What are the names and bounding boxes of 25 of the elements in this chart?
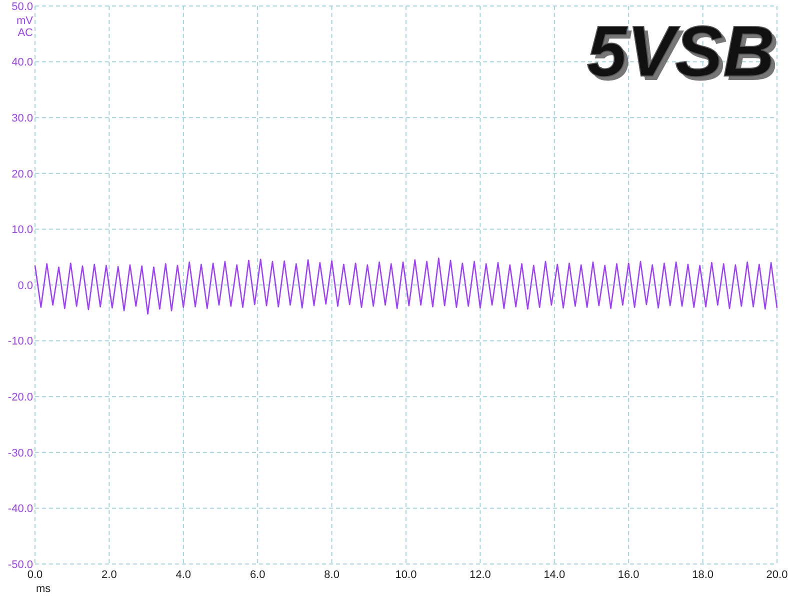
x-tick-label: 20.0 xyxy=(766,569,788,581)
x-tick-label: 2.0 xyxy=(102,569,117,581)
line-series xyxy=(34,258,778,315)
y-tick-label: -30.0 xyxy=(8,447,33,460)
y-tick-label: 40.0 xyxy=(12,56,33,69)
x-tick-label: 12.0 xyxy=(469,569,491,581)
y-tick-label: -10.0 xyxy=(8,336,33,348)
x-tick-label: 4.0 xyxy=(176,569,192,581)
x-tick-label: 14.0 xyxy=(544,569,566,581)
x-tick-label: 0.0 xyxy=(27,569,43,581)
x-axis-title: ms xyxy=(36,583,52,595)
y-tick-label: 20.0 xyxy=(12,168,33,180)
y-tick-label: -40.0 xyxy=(8,503,33,516)
y-tick-label: 10.0 xyxy=(12,224,33,236)
y-tick-label: -50.0 xyxy=(8,558,33,571)
y-tick-label: 30.0 xyxy=(12,112,33,124)
y-tick-label: -20.0 xyxy=(8,391,33,404)
x-tick-label: 18.0 xyxy=(692,569,714,581)
x-tick-label: 8.0 xyxy=(324,569,340,581)
x-tick-label: 16.0 xyxy=(618,569,640,581)
x-tick-label: 10.0 xyxy=(395,569,417,581)
y-axis-title: mV AC xyxy=(16,15,34,39)
y-tick-label: 0.0 xyxy=(18,280,33,292)
y-tick-label: 50.0 xyxy=(12,0,33,13)
x-tick-label: 6.0 xyxy=(250,569,266,581)
